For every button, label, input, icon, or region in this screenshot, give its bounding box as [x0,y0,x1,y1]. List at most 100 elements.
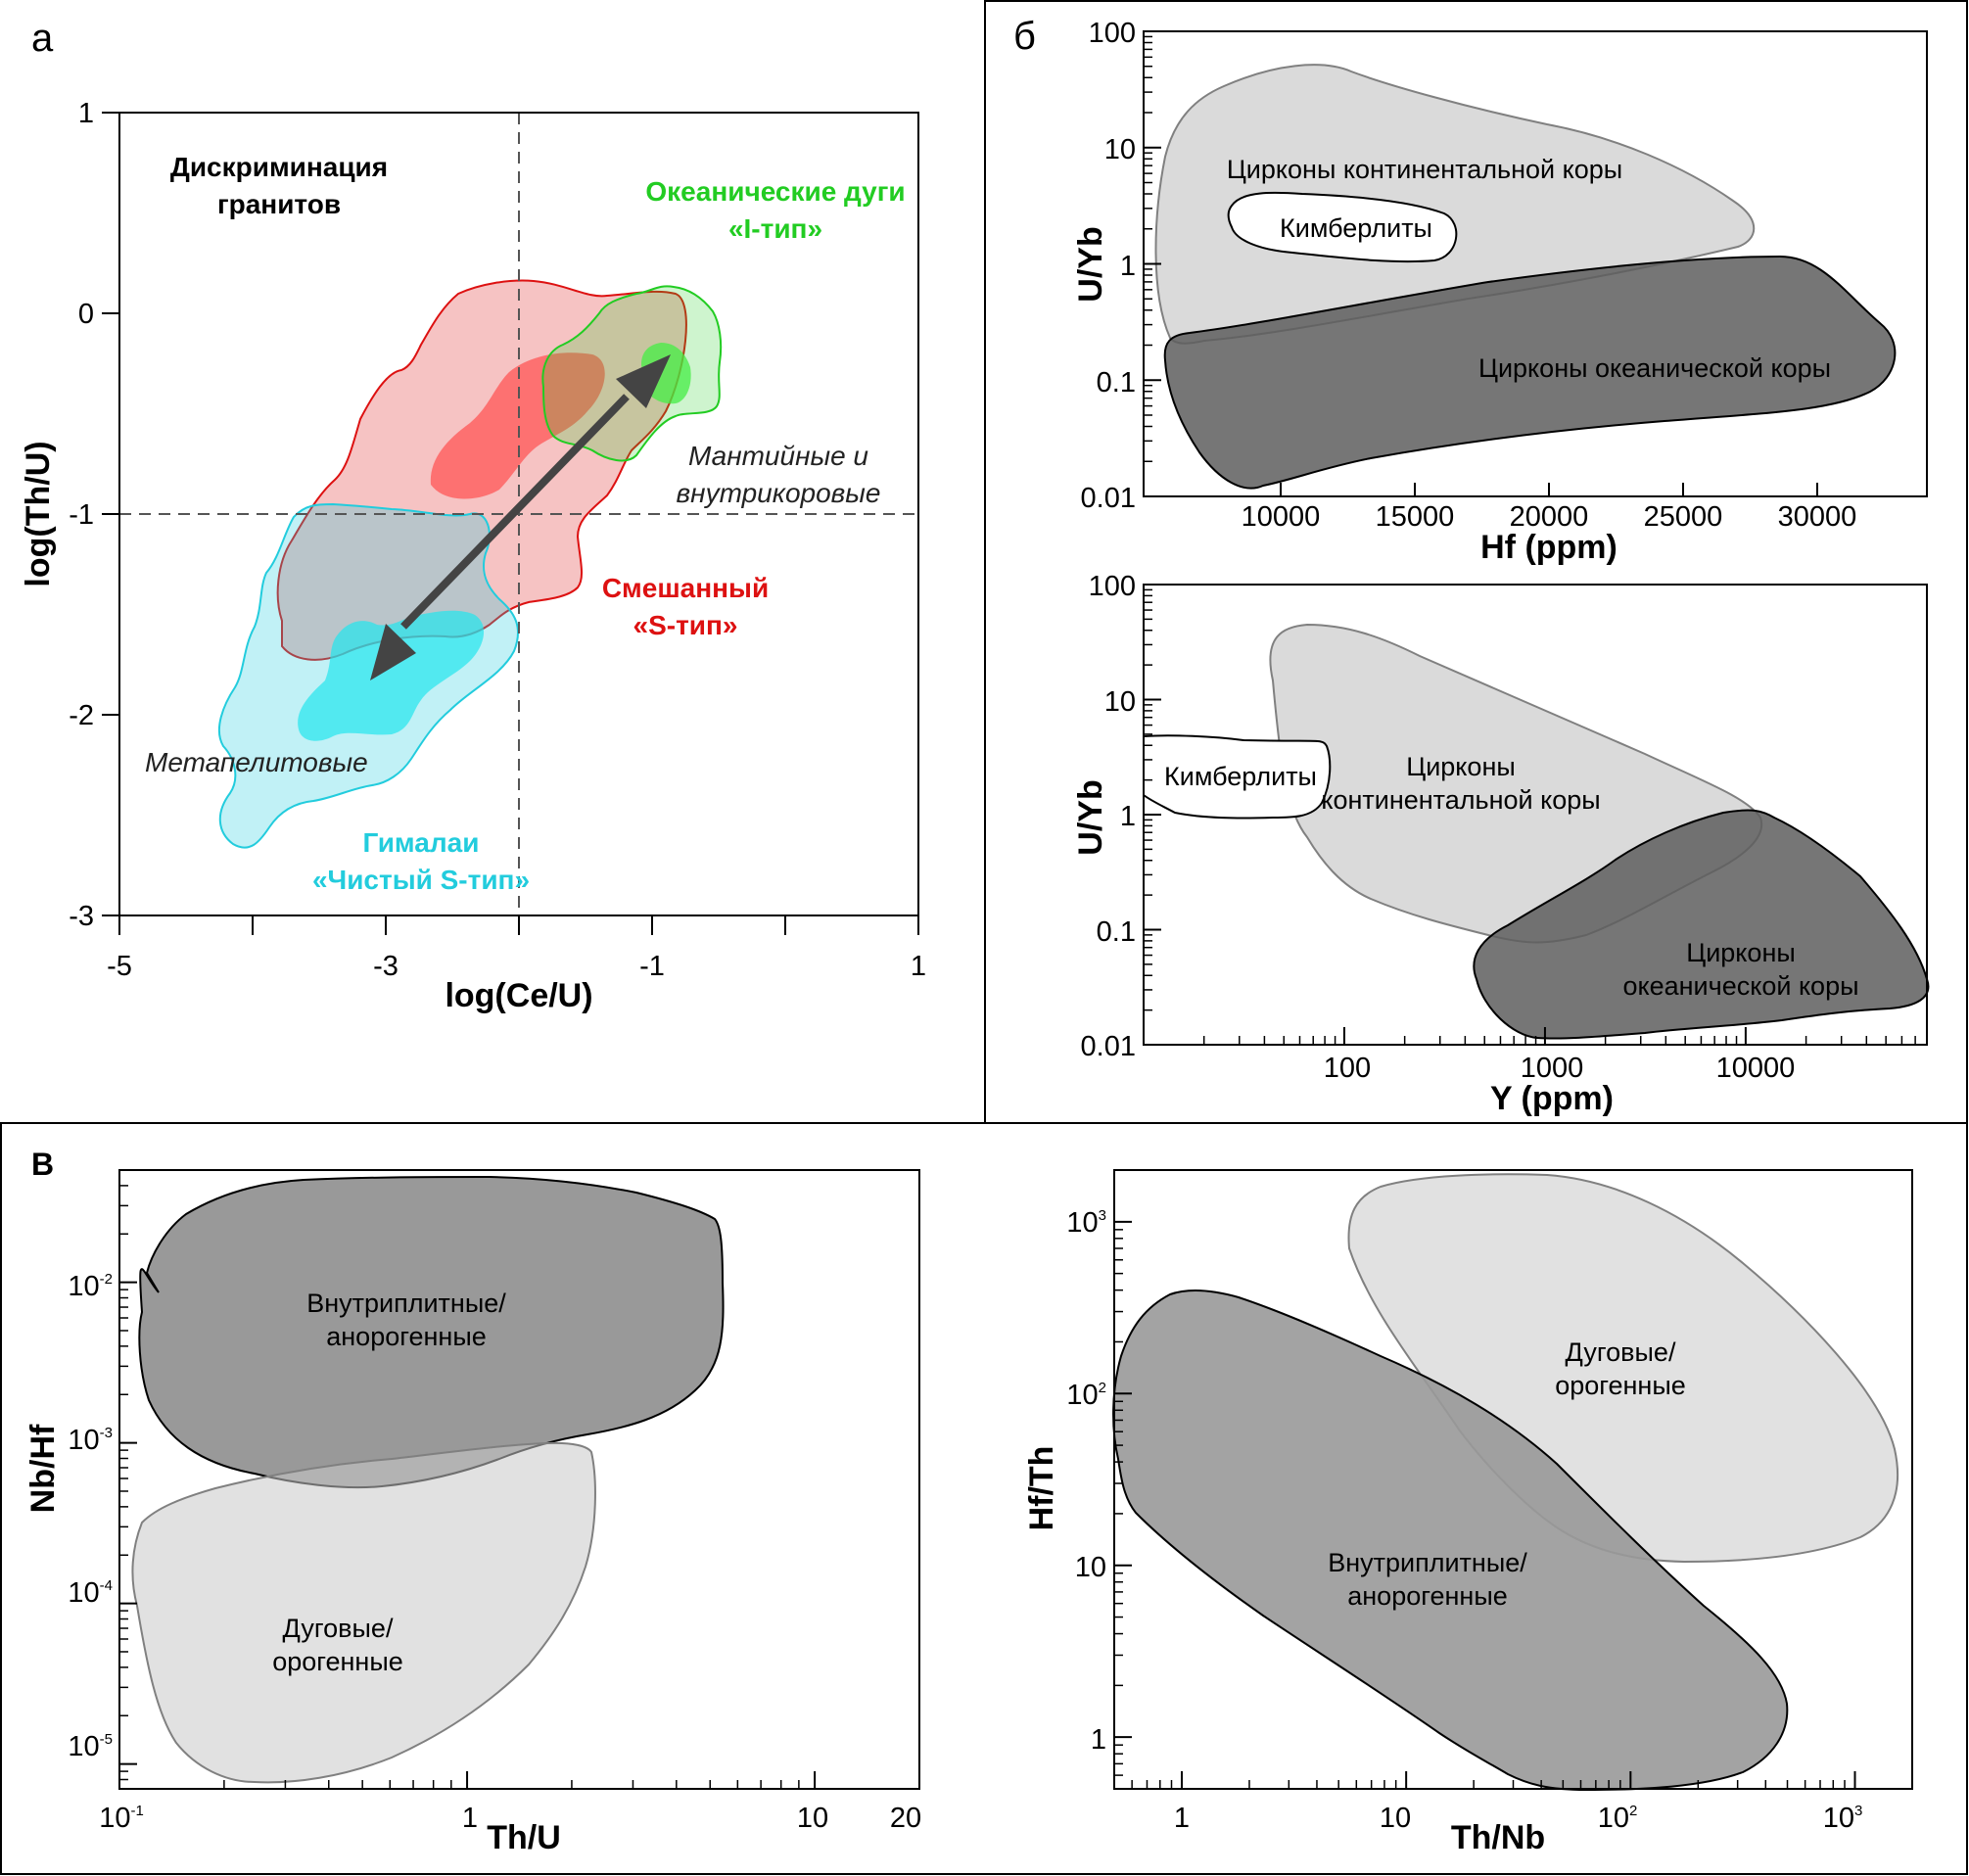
annotation-metapelite: Метапелитовые [145,747,368,777]
panel-c-left-axes [118,1169,920,1790]
panel-c-left-xtick-3: 20 [890,1803,921,1834]
trend-arrow-head-up [616,354,671,408]
panel-b-bottom-xtick-1: 1000 [1521,1053,1584,1084]
label-arc-left: Дуговые/орогенные [272,1614,403,1676]
panel-b-top-ytick-4: 0.01 [1081,483,1136,514]
panel-b-top-ytick-0: 100 [1089,18,1136,49]
annotation-mantle: Мантийные и внутрикоровые [677,441,881,508]
field-oceanic-crust-top [1163,255,1897,490]
label-kimberlite-bottom: Кимберлиты [1164,762,1317,791]
label-continental-bottom: Цирконы континентальной коры [1321,752,1600,815]
panel-c-right-ytick-2: 10 [1075,1552,1106,1583]
field-label-cyan: Гималаи «Чистый S-тип» [312,827,530,895]
panel-a-ytick-0: 1 [78,98,94,129]
field-label-red: Смешанный «S-тип» [602,573,769,640]
panel-b-top-yticks [1144,30,1161,497]
panel-b-top-xtick-2: 20000 [1510,501,1589,533]
panel-c-left-ylabel: Nb/Hf [24,1424,62,1513]
panel-c-right-ytick-1: 102 [1066,1380,1106,1411]
panel-a-ytick-2: -1 [69,499,94,531]
field-cyan-core [298,610,485,741]
field-oceanic-crust-bottom [1473,809,1930,1040]
label-continental-top: Цирконы континентальной коры [1227,155,1622,184]
label-within-plate-left: Внутриплитные/анорогенные [306,1289,506,1351]
field-kimberlite-bottom [1143,734,1332,820]
panel-a-ytick-1: 0 [78,299,94,330]
panel-c-left-yticks [119,1169,137,1790]
panel-c-left-xticks [118,1771,920,1789]
field-within-plate-right [1112,1290,1789,1792]
panel-b-bottom-xlabel: Y (ppm) [1490,1080,1614,1117]
label-arc-right: Дуговые/орогенные [1555,1337,1686,1400]
panel-a-xtick-0: -5 [107,951,132,982]
panel-c-right-ytick-0: 103 [1066,1207,1106,1239]
panel-c-right: 1 10 102 103 103 102 10 1 Th/Nb Hf/Th Ду… [1023,1169,1913,1856]
panel-b-top-xtick-4: 30000 [1778,501,1857,533]
panel-b-bottom-ylabel: U/Yb [1072,779,1109,855]
panel-a-ytick-4: -3 [69,901,94,932]
field-within-plate-left [138,1175,725,1489]
panel-b-top-xlabel: Hf (ppm) [1480,529,1617,566]
panel-b-top-xtick-3: 25000 [1644,501,1723,533]
panel-c-frame [0,1122,1968,1875]
panel-letter-b: б [1013,15,1036,58]
panel-b-bottom-ytick-0: 100 [1089,571,1136,602]
field-label-green: Океанические дуги «I-тип» [645,176,905,244]
panel-a-header: Дискриминация гранитов [170,152,388,219]
panel-a-xtick-2: -1 [639,951,665,982]
panel-c-left-xtick-1: 1 [462,1803,478,1834]
panel-b-bottom-ytick-4: 0.01 [1081,1031,1136,1062]
panel-c-left-xlabel: Th/U [487,1819,561,1856]
panel-c-right-xlabel: Th/Nb [1451,1819,1545,1856]
panel-c-left-ytick-3: 10-5 [68,1731,113,1762]
panel-b-top-xticks [1280,483,1818,496]
panel-a-ticks [102,112,919,935]
panel-b-bottom-ytick-3: 0.1 [1097,916,1136,948]
panel-b-top-xtick-1: 15000 [1376,501,1455,533]
panel-b-bottom-yticks [1144,584,1161,1046]
panel-letter-a: а [31,17,54,60]
panel-c-right-ytick-3: 1 [1091,1724,1106,1756]
panel-b-top: б 10000 15000 20000 25000 30000 100 10 1… [1013,15,1928,566]
panel-b-top-xtick-0: 10000 [1242,501,1321,533]
panel-b-top-ytick-1: 10 [1104,134,1136,165]
panel-letter-c: B [31,1147,54,1182]
panel-c-right-xtick-0: 1 [1174,1803,1190,1834]
panel-a: а -5 -3 -1 [20,17,926,1014]
trend-arrow-shaft [400,394,630,630]
field-kimberlite-top [1227,191,1458,263]
panel-c-left-ytick-0: 10-2 [68,1271,113,1302]
panel-c-right-xtick-2: 102 [1598,1803,1638,1834]
panel-c-right-ylabel: Hf/Th [1023,1446,1060,1531]
label-kimberlite-top: Кимберлиты [1280,213,1432,243]
panel-b-bottom-xtick-2: 10000 [1716,1053,1796,1084]
panel-b-top-ytick-3: 0.1 [1097,367,1136,399]
panel-b-bottom-ytick-2: 1 [1120,801,1136,832]
panel-c-left: B 10-1 1 10 20 10-2 10-3 10-4 10-5 Th/U … [24,1147,921,1856]
panel-c-right-xtick-3: 103 [1823,1803,1863,1834]
panel-c-right-xtick-1: 10 [1380,1803,1411,1834]
panel-a-ytick-3: -2 [69,700,94,731]
panel-c-left-ytick-2: 10-4 [68,1577,113,1609]
panel-b-bottom-ytick-1: 10 [1104,686,1136,718]
panel-b-top-ylabel: U/Yb [1072,226,1109,302]
panel-c-right-yticks [1114,1169,1132,1790]
label-oceanic-top: Цирконы океанической коры [1478,353,1831,383]
panel-b-bottom-xtick-0: 100 [1324,1053,1371,1084]
panel-b-top-ytick-2: 1 [1120,251,1136,282]
label-oceanic-bottom: Цирконы океанической коры [1622,938,1858,1001]
field-red-core [430,352,605,499]
panel-c-left-xtick-0: 10-1 [99,1803,144,1834]
panel-a-ylabel: log(Th/U) [20,441,57,586]
panel-a-xtick-1: -3 [373,951,398,982]
label-within-plate-right: Внутриплитные/анорогенные [1328,1548,1527,1611]
panel-a-xlabel: log(Ce/U) [445,977,592,1014]
panel-c-left-xtick-2: 10 [797,1803,828,1834]
panel-c-left-ytick-1: 10-3 [68,1425,113,1456]
trend-arrow-head-down [370,624,416,680]
panel-b-bottom: 100 1000 10000 100 10 1 0.1 0.01 Y (ppm)… [1072,571,1930,1117]
panel-b-bottom-xticks [1143,1027,1928,1045]
panel-c-right-xticks [1113,1771,1856,1789]
panel-a-xtick-3: 1 [911,951,926,982]
